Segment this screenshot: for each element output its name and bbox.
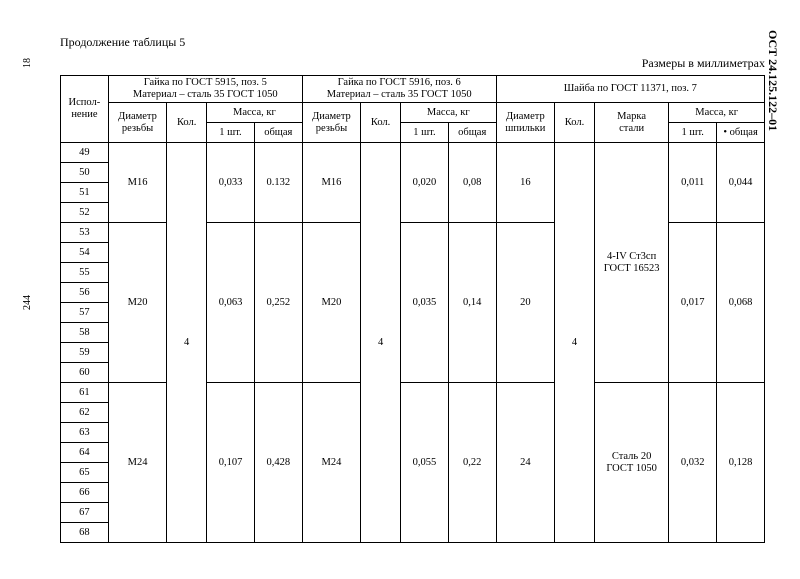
row-num: 60 (61, 363, 109, 383)
doc-id: ОСТ 24.125.122–01 (765, 30, 780, 131)
page-number-top: 18 (22, 58, 33, 68)
cell: 4 (555, 143, 595, 543)
cell: 0,428 (254, 383, 302, 543)
cell: 0,011 (669, 143, 717, 223)
row-num: 53 (61, 223, 109, 243)
cell: 0,063 (207, 223, 255, 383)
cell: 0,035 (401, 223, 449, 383)
cell: 0,033 (207, 143, 255, 223)
row-num: 64 (61, 443, 109, 463)
row-num: 57 (61, 303, 109, 323)
cell: 4-IV Ст3спГОСТ 16523 (594, 143, 668, 383)
cell: 0,068 (717, 223, 765, 383)
cell: 24 (496, 383, 554, 543)
row-num: 59 (61, 343, 109, 363)
grp3: Шайба по ГОСТ 11371, поз. 7 (496, 76, 764, 103)
row-num: 49 (61, 143, 109, 163)
cell: М20 (302, 223, 360, 383)
cell: 0,252 (254, 223, 302, 383)
cell: 0,08 (448, 143, 496, 223)
units-label: Размеры в миллиметрах (60, 56, 765, 71)
cell: 0,032 (669, 383, 717, 543)
cell: 0,044 (717, 143, 765, 223)
cell: 4 (361, 143, 401, 543)
cell: 0,055 (401, 383, 449, 543)
table-caption: Продолжение таблицы 5 (60, 35, 765, 50)
cell: 0,017 (669, 223, 717, 383)
row-num: 66 (61, 483, 109, 503)
row-num: 55 (61, 263, 109, 283)
row-num: 62 (61, 403, 109, 423)
row-num: 65 (61, 463, 109, 483)
row-num: 68 (61, 523, 109, 543)
cell: М16 (302, 143, 360, 223)
grp1: Гайка по ГОСТ 5915, поз. 5Материал – ста… (108, 76, 302, 103)
page-number-side: 244 (22, 295, 33, 310)
row-num: 58 (61, 323, 109, 343)
cell: М20 (108, 223, 166, 383)
row-num: 63 (61, 423, 109, 443)
row-num: 54 (61, 243, 109, 263)
cell: 20 (496, 223, 554, 383)
grp2: Гайка по ГОСТ 5916, поз. 6Материал – ста… (302, 76, 496, 103)
cell: М16 (108, 143, 166, 223)
cell: 0,22 (448, 383, 496, 543)
cell: 4 (167, 143, 207, 543)
spec-table: Испол-нение Гайка по ГОСТ 5915, поз. 5Ма… (60, 75, 765, 543)
cell: М24 (302, 383, 360, 543)
cell: 0,107 (207, 383, 255, 543)
row-num: 50 (61, 163, 109, 183)
col-ispoln: Испол-нение (61, 76, 109, 143)
cell: 16 (496, 143, 554, 223)
cell: 0,020 (401, 143, 449, 223)
row-num: 67 (61, 503, 109, 523)
row-num: 61 (61, 383, 109, 403)
cell: М24 (108, 383, 166, 543)
cell: 0,128 (717, 383, 765, 543)
cell: Сталь 20ГОСТ 1050 (594, 383, 668, 543)
cell: 0.132 (254, 143, 302, 223)
row-num: 56 (61, 283, 109, 303)
cell: 0,14 (448, 223, 496, 383)
row-num: 51 (61, 183, 109, 203)
row-num: 52 (61, 203, 109, 223)
